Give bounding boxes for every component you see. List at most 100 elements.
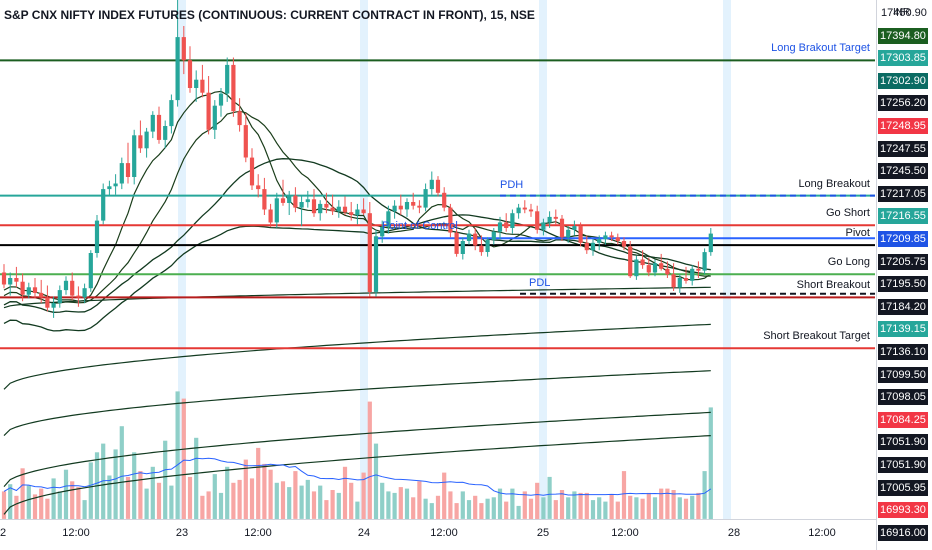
candle — [361, 198, 366, 215]
candle — [156, 106, 162, 144]
candle-body — [491, 231, 496, 240]
candle-body — [218, 93, 224, 106]
candle-body — [51, 303, 56, 308]
candle — [677, 274, 682, 293]
candle — [479, 235, 484, 256]
volume-bar — [435, 495, 441, 519]
candle-body — [156, 114, 162, 140]
candle — [702, 248, 707, 275]
volume-bar — [621, 471, 627, 519]
candle — [76, 286, 81, 307]
candle-body — [361, 209, 366, 214]
candle-body — [144, 131, 149, 149]
volume-bar — [690, 495, 695, 519]
anchored-vwap-line — [3, 370, 711, 437]
price-tag: 17247.55 — [878, 141, 928, 157]
volume-bar — [175, 391, 180, 519]
price-tag: 16916.00 — [878, 525, 928, 541]
price-tag: 17084.25 — [878, 412, 928, 428]
volume-bar — [76, 487, 81, 519]
candle — [237, 98, 242, 132]
candle-body — [187, 60, 193, 88]
candle — [194, 70, 199, 102]
time-axis-label: 25 — [536, 527, 550, 539]
volume-bar — [665, 488, 670, 520]
volume-bar — [200, 495, 205, 519]
candles — [1, 0, 713, 318]
candle — [51, 296, 56, 318]
volume-bar — [237, 479, 242, 520]
candle-body — [324, 203, 329, 208]
volume-bar — [559, 490, 565, 519]
candle-body — [386, 211, 391, 228]
session-break-1 — [360, 0, 368, 519]
candle — [652, 259, 658, 277]
session-highlights — [178, 0, 731, 519]
volume-bar — [8, 484, 13, 519]
volume-bar — [249, 478, 255, 519]
level-label: Short Breakout Target — [763, 330, 870, 342]
candle — [442, 187, 447, 212]
candle-body — [225, 64, 230, 94]
candle — [125, 142, 131, 184]
volume-bar — [429, 503, 434, 520]
plot-background — [0, 0, 875, 520]
candle-body — [163, 126, 168, 140]
poc-label: Point of Control — [382, 220, 458, 232]
price-tag: 16993.30 — [878, 502, 928, 518]
price-tag: 17394.80 — [878, 28, 928, 44]
time-axis-label: 24 — [357, 527, 371, 539]
candle — [504, 213, 509, 232]
candle — [342, 196, 348, 215]
candle-body — [516, 207, 521, 214]
candle — [26, 282, 31, 299]
candle-body — [442, 192, 447, 208]
candle — [535, 205, 540, 234]
chart-title: S&P CNX NIFTY INDEX FUTURES (CONTINUOUS:… — [4, 8, 535, 22]
candle-body — [194, 79, 199, 88]
candle — [144, 127, 149, 158]
candle — [318, 200, 323, 221]
candle-body — [318, 203, 323, 214]
candle-body — [553, 216, 558, 219]
candle-body — [45, 297, 50, 308]
volume-bar — [442, 472, 447, 519]
candle — [435, 176, 441, 197]
candle — [659, 253, 664, 271]
candle-body — [665, 268, 670, 275]
volume-bar — [485, 498, 490, 519]
volume-bar — [541, 497, 546, 520]
candle-body — [237, 111, 242, 126]
volume-bar — [504, 501, 509, 519]
candle-body — [311, 199, 317, 214]
candle-body — [274, 198, 279, 223]
volume-bar — [634, 497, 639, 520]
candle-body — [256, 185, 261, 190]
volume-bar — [597, 497, 602, 520]
volume-bar — [163, 440, 168, 519]
candle — [8, 272, 13, 296]
candle — [566, 226, 571, 243]
volume-bar — [20, 468, 25, 520]
anchored-vwap-line — [3, 286, 711, 309]
candle-body — [659, 263, 664, 269]
volume-bar — [466, 500, 472, 519]
candle — [70, 272, 75, 301]
volume-bar — [423, 498, 428, 519]
volume-bar — [70, 481, 75, 519]
level-label: Go Long — [827, 256, 870, 268]
anchored-vwap-line — [3, 435, 711, 515]
price-tag: 17051.90 — [878, 434, 928, 450]
volume-bar — [132, 452, 137, 519]
volume-bar — [1, 491, 7, 519]
candle-body — [597, 239, 602, 243]
level-label: Short Breakout — [796, 279, 870, 291]
candle-body — [175, 37, 180, 101]
candle-body — [367, 213, 372, 292]
volume-bar — [479, 503, 484, 520]
candle — [311, 189, 317, 217]
volume-bar — [144, 488, 149, 520]
candle — [355, 203, 360, 225]
candle-body — [454, 232, 459, 254]
